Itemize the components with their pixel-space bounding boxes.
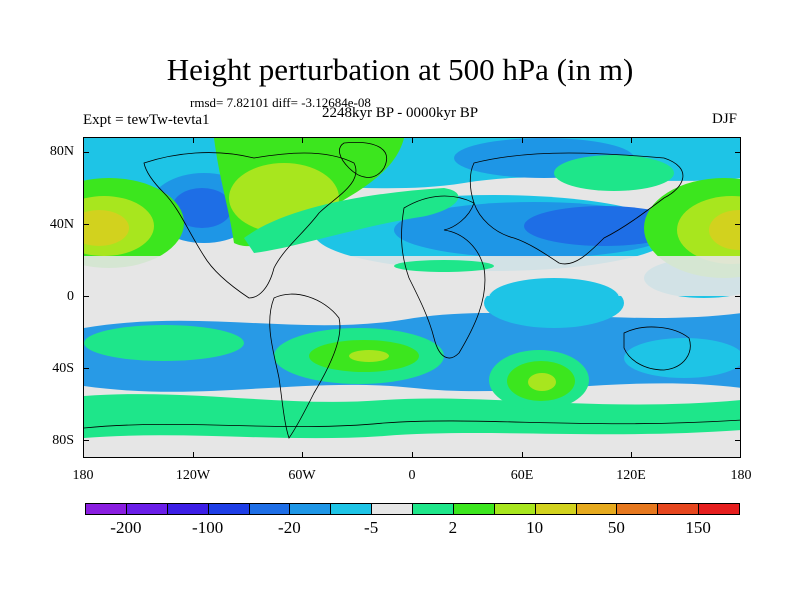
colorbar-label: -20 bbox=[278, 518, 301, 537]
colorbar-box bbox=[657, 503, 700, 515]
lat-label-80n: 80N bbox=[49, 144, 74, 159]
colorbar-box bbox=[493, 503, 536, 515]
axis-tick bbox=[740, 137, 741, 143]
axis-tick bbox=[631, 452, 632, 458]
axis-tick bbox=[83, 452, 84, 458]
coastlines bbox=[84, 142, 740, 439]
experiment-label: Expt = tewTw-tevta1 bbox=[83, 112, 210, 128]
colorbar-box bbox=[207, 503, 250, 515]
colorbar-label: -200 bbox=[110, 518, 142, 537]
lon-label-60e: 60E bbox=[510, 468, 534, 483]
axis-tick bbox=[302, 452, 303, 458]
colorbar-box bbox=[412, 503, 454, 515]
lon-label-120e: 120E bbox=[616, 468, 646, 483]
colorbar-box bbox=[371, 503, 413, 515]
colorbar-box bbox=[534, 503, 577, 515]
colorbar-label: 10 bbox=[526, 518, 544, 537]
colorbar-label: 50 bbox=[607, 518, 625, 537]
axis-tick bbox=[83, 137, 84, 143]
axis-tick bbox=[83, 152, 89, 153]
axis-tick bbox=[740, 452, 741, 458]
axis-tick bbox=[735, 224, 741, 225]
colorbar-box bbox=[166, 503, 209, 515]
lon-label-120w: 120W bbox=[175, 468, 211, 483]
axis-tick bbox=[735, 440, 741, 441]
lat-label-40s: 40S bbox=[52, 361, 74, 376]
lat-label-40n: 40N bbox=[49, 217, 74, 232]
lon-label-180e: 180 bbox=[730, 468, 752, 483]
plot-title: Height perturbation at 500 hPa (in m) bbox=[166, 52, 634, 87]
axis-tick bbox=[83, 224, 89, 225]
axis-tick bbox=[193, 452, 194, 458]
colorbar-box bbox=[616, 503, 659, 515]
period-text: 2248kyr BP - 0000kyr BP bbox=[322, 105, 479, 121]
lon-label-60w: 60W bbox=[288, 468, 316, 483]
colorbar-box bbox=[452, 503, 495, 515]
lon-label-0: 0 bbox=[408, 468, 416, 483]
axis-tick bbox=[83, 440, 89, 441]
contour-map bbox=[84, 138, 740, 457]
stats-text: rmsd= 7.82101 diff= -3.12684e-08 bbox=[190, 95, 371, 110]
colorbar-label: 2 bbox=[448, 518, 458, 537]
colorbar-label: -100 bbox=[192, 518, 224, 537]
axis-tick bbox=[735, 296, 741, 297]
axis-tick bbox=[412, 452, 413, 458]
axis-tick bbox=[83, 296, 89, 297]
axis-tick bbox=[522, 452, 523, 458]
axis-tick bbox=[83, 368, 89, 369]
contour-fills bbox=[84, 138, 740, 439]
axis-tick bbox=[631, 137, 632, 143]
season-label: DJF bbox=[712, 111, 738, 127]
axis-tick bbox=[522, 137, 523, 143]
axis-tick bbox=[735, 368, 741, 369]
colorbar-box bbox=[248, 503, 291, 515]
colorbar bbox=[85, 503, 740, 515]
colorbar-box bbox=[85, 503, 127, 515]
lon-label-180w: 180 bbox=[72, 468, 94, 483]
axis-tick bbox=[302, 137, 303, 143]
axis-tick bbox=[735, 152, 741, 153]
colorbar-box bbox=[575, 503, 618, 515]
colorbar-box bbox=[289, 503, 332, 515]
colorbar-box bbox=[330, 503, 373, 515]
colorbar-label: 150 bbox=[685, 518, 711, 537]
colorbar-label: -5 bbox=[364, 518, 379, 537]
axis-tick bbox=[193, 137, 194, 143]
lat-label-80s: 80S bbox=[52, 433, 74, 448]
lat-label-0: 0 bbox=[67, 289, 74, 304]
colorbar-box bbox=[125, 503, 168, 515]
map-panel bbox=[83, 137, 741, 458]
axis-tick bbox=[412, 137, 413, 143]
colorbar-box bbox=[698, 503, 740, 515]
